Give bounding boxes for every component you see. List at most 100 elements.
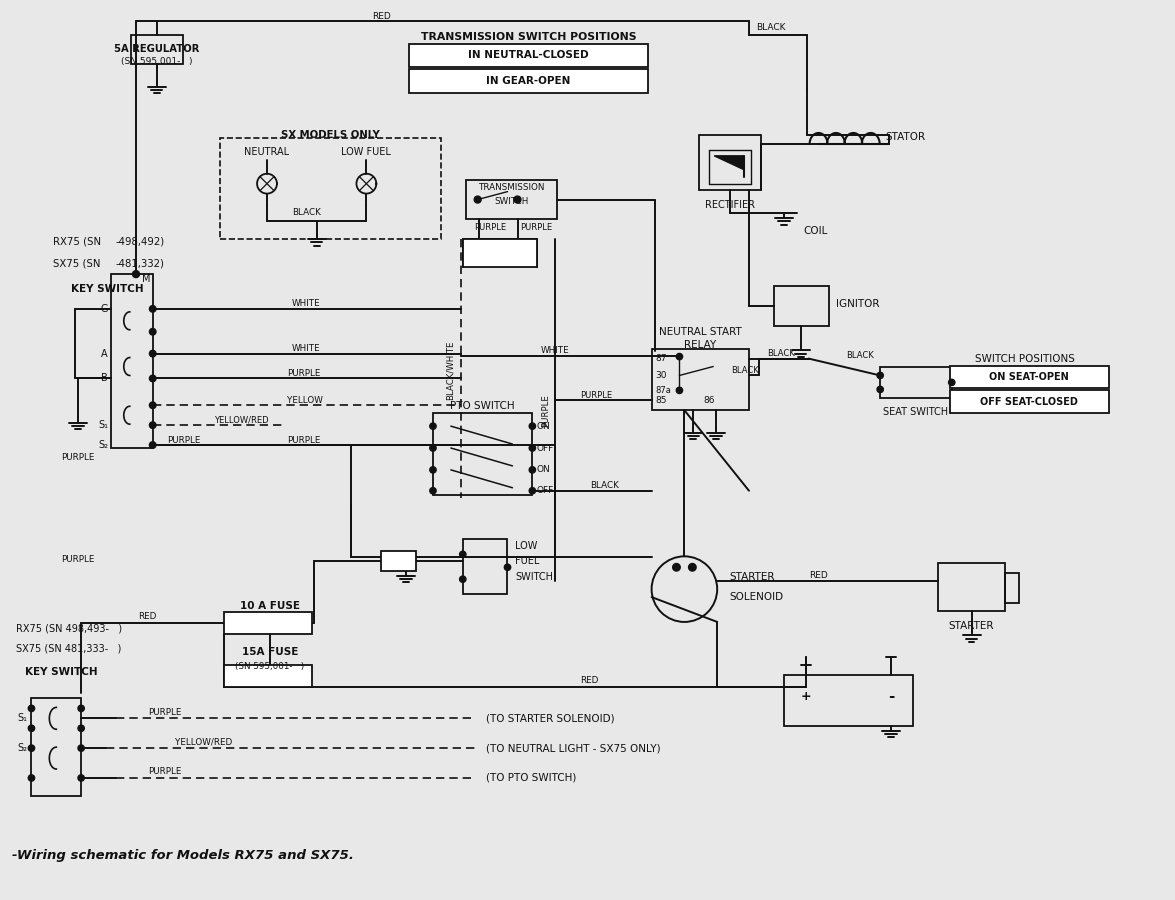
Text: S₂: S₂ [98, 440, 108, 450]
Text: (TO STARTER SOLENOID): (TO STARTER SOLENOID) [485, 714, 615, 724]
Text: YELLOW: YELLOW [287, 396, 323, 405]
Text: FUEL: FUEL [516, 556, 539, 566]
Polygon shape [714, 156, 744, 170]
Text: 10 A FUSE: 10 A FUSE [240, 601, 300, 611]
Circle shape [459, 576, 466, 582]
Circle shape [149, 422, 156, 428]
Text: SWITCH POSITIONS: SWITCH POSITIONS [975, 354, 1075, 364]
Text: IN GEAR-OPEN: IN GEAR-OPEN [486, 76, 571, 86]
Text: BLACK: BLACK [590, 482, 619, 490]
Text: M: M [142, 274, 150, 284]
Circle shape [28, 745, 34, 751]
Circle shape [78, 745, 85, 751]
Bar [784, 675, 913, 726]
Circle shape [677, 387, 683, 393]
Text: -Wiring schematic for Models RX75 and SX75.: -Wiring schematic for Models RX75 and SX… [12, 849, 354, 862]
Text: 30: 30 [656, 371, 667, 380]
Text: B: B [101, 374, 108, 383]
Text: 15A FUSE: 15A FUSE [242, 647, 298, 657]
Circle shape [430, 467, 436, 473]
Text: STARTER: STARTER [949, 621, 994, 631]
Circle shape [529, 488, 536, 494]
Text: RED: RED [372, 13, 390, 22]
Text: ON: ON [536, 421, 550, 430]
Text: BLACK: BLACK [731, 366, 759, 375]
Text: SX75 (SN: SX75 (SN [53, 258, 101, 268]
Bar [465, 180, 557, 220]
Text: BLACK: BLACK [756, 23, 786, 32]
Circle shape [430, 488, 436, 494]
Text: RED: RED [808, 571, 827, 580]
Text: PURPLE: PURPLE [287, 369, 321, 378]
Text: (SN 595,001-   ): (SN 595,001- ) [121, 57, 193, 66]
Text: PURPLE: PURPLE [61, 454, 95, 463]
Bar [432, 413, 532, 495]
Text: COIL: COIL [804, 227, 828, 237]
Circle shape [149, 328, 156, 335]
Circle shape [672, 563, 680, 571]
Text: PURPLE: PURPLE [148, 708, 181, 717]
Text: (SN 595,001-   ): (SN 595,001- ) [235, 662, 304, 671]
Circle shape [78, 775, 85, 781]
Circle shape [149, 350, 156, 357]
Text: OFF: OFF [536, 486, 553, 495]
Circle shape [430, 445, 436, 451]
Bar [110, 274, 153, 448]
Circle shape [28, 706, 34, 712]
Text: SWITCH: SWITCH [516, 572, 553, 582]
Text: PURPLE: PURPLE [287, 436, 321, 445]
Text: (TO NEUTRAL LIGHT - SX75 ONLY): (TO NEUTRAL LIGHT - SX75 ONLY) [485, 743, 660, 753]
Text: SEAT SWITCH: SEAT SWITCH [884, 407, 948, 418]
Bar [409, 43, 647, 68]
Circle shape [677, 354, 683, 360]
Bar [224, 665, 311, 687]
Bar [409, 69, 647, 94]
Circle shape [475, 196, 481, 203]
Text: KEY SWITCH: KEY SWITCH [26, 667, 99, 677]
Text: PURPLE: PURPLE [540, 394, 550, 427]
Text: -498,492): -498,492) [116, 237, 166, 247]
Circle shape [149, 402, 156, 409]
Text: 87a: 87a [656, 386, 671, 395]
Text: RX75 (SN: RX75 (SN [53, 237, 101, 247]
Text: G: G [101, 304, 108, 314]
Text: PURPLE: PURPLE [61, 554, 95, 563]
Text: RX75 (SN 498,493-   ): RX75 (SN 498,493- ) [15, 624, 122, 634]
Text: 5A REGULATOR: 5A REGULATOR [114, 44, 200, 55]
Text: PURPLE: PURPLE [148, 768, 181, 777]
Text: 85: 85 [656, 396, 667, 405]
Text: SWITCH: SWITCH [495, 197, 529, 206]
Bar [938, 563, 1006, 611]
Text: BLACK: BLACK [767, 349, 794, 358]
Circle shape [877, 373, 884, 379]
Text: BLACK/WHITE: BLACK/WHITE [445, 341, 455, 400]
Text: PURPLE: PURPLE [580, 391, 612, 400]
Circle shape [78, 725, 85, 732]
Circle shape [149, 375, 156, 382]
Text: STATOR: STATOR [885, 132, 925, 142]
Text: 86: 86 [704, 396, 714, 405]
Circle shape [149, 306, 156, 312]
Text: A: A [101, 348, 108, 358]
Text: OFF SEAT-CLOSED: OFF SEAT-CLOSED [980, 397, 1079, 407]
Text: WHITE: WHITE [291, 300, 321, 309]
Circle shape [504, 564, 511, 571]
Text: YELLOW/RED: YELLOW/RED [214, 416, 269, 425]
Text: SX75 (SN 481,333-   ): SX75 (SN 481,333- ) [15, 644, 121, 653]
Bar [1006, 573, 1020, 603]
Circle shape [28, 775, 34, 781]
Text: YELLOW/RED: YELLOW/RED [175, 738, 231, 747]
Text: KEY SWITCH: KEY SWITCH [72, 284, 143, 294]
Bar [463, 539, 508, 594]
Text: SOLENOID: SOLENOID [730, 592, 784, 602]
Text: STARTER: STARTER [730, 572, 774, 582]
Text: BLACK: BLACK [293, 208, 321, 217]
Bar [224, 612, 311, 634]
Bar [880, 366, 952, 399]
Text: PURPLE: PURPLE [168, 436, 201, 445]
Circle shape [459, 551, 466, 557]
Text: IN NEUTRAL-CLOSED: IN NEUTRAL-CLOSED [468, 50, 589, 60]
Circle shape [529, 467, 536, 473]
Text: RECTIFIER: RECTIFIER [705, 200, 756, 210]
Circle shape [529, 423, 536, 429]
